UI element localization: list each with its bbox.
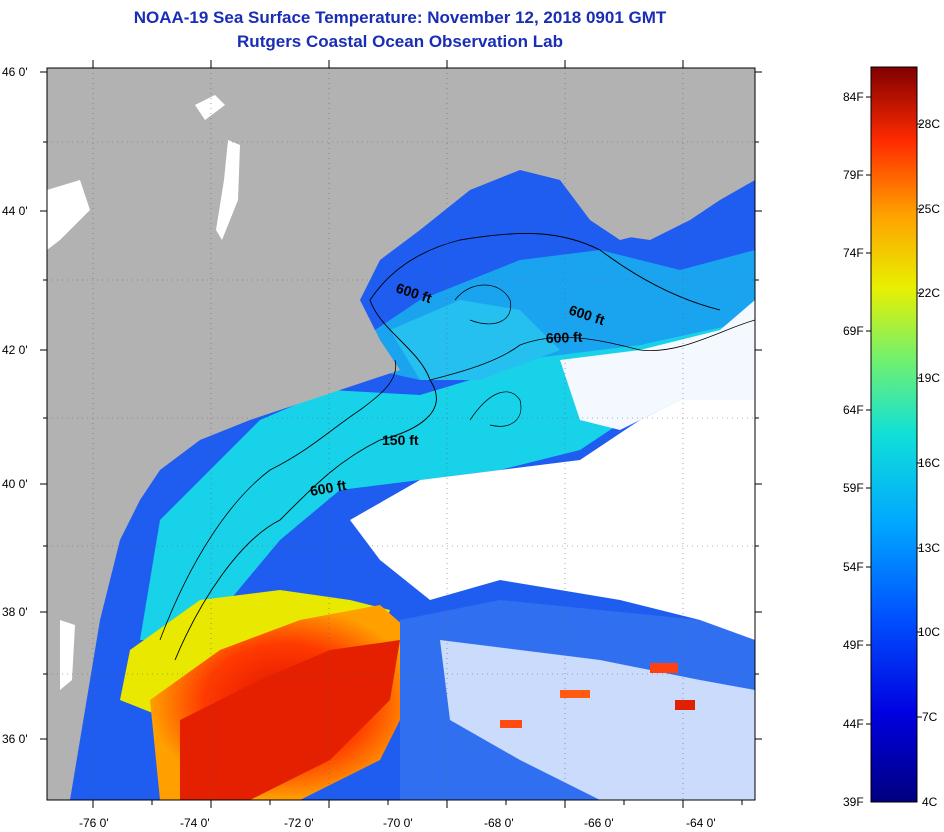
- lat-label-44: 44 0': [2, 204, 28, 218]
- map-title: NOAA-19 Sea Surface Temperature: Novembe…: [133, 8, 667, 27]
- lon-label-68: -68 0': [484, 816, 514, 830]
- colorbar-c-13: 13C: [918, 541, 940, 555]
- colorbar-f-64: 64F: [843, 403, 864, 417]
- map-field: [47, 68, 755, 800]
- colorbar-c-16: 16C: [918, 456, 940, 470]
- lon-label-76: -76 0': [79, 816, 109, 830]
- colorbar-c-19: 19C: [918, 371, 940, 385]
- contour-label-600ft-south: 600 ft: [309, 477, 348, 499]
- colorbar-f-59: 59F: [843, 481, 864, 495]
- lon-label-74: -74 0': [180, 816, 210, 830]
- colorbar-c-25: 25C: [918, 202, 940, 216]
- lat-label-42: 42 0': [2, 343, 28, 357]
- colorbar: [870, 66, 918, 803]
- colorbar-f-54: 54F: [843, 560, 864, 574]
- colorbar-f-79: 79F: [843, 168, 864, 182]
- lat-label-46: 46 0': [2, 65, 28, 79]
- lat-label-40: 40 0': [2, 477, 28, 491]
- colorbar-f-84: 84F: [843, 90, 864, 104]
- lon-label-72: -72 0': [284, 816, 314, 830]
- colorbar-c-7: 7C: [922, 710, 938, 724]
- colorbar-f-39: 39F: [843, 795, 864, 809]
- colorbar-f-69: 69F: [843, 324, 864, 338]
- lon-label-70: -70 0': [383, 816, 413, 830]
- colorbar-f-49: 49F: [843, 638, 864, 652]
- contour-label-150ft: 150 ft: [382, 432, 419, 448]
- colorbar-c-28: 28C: [918, 117, 940, 131]
- colorbar-c-4: 4C: [922, 795, 938, 809]
- lon-label-66: -66 0': [584, 816, 614, 830]
- map-subtitle: Rutgers Coastal Ocean Observation Lab: [237, 32, 563, 51]
- colorbar-f-74: 74F: [843, 246, 864, 260]
- lon-label-64: -64 0': [686, 816, 716, 830]
- contour-label-600ft-shelf: 600 ft: [546, 329, 583, 346]
- colorbar-ticks: [866, 96, 922, 725]
- map-frame: [46, 67, 756, 801]
- colorbar-c-10: 10C: [918, 625, 940, 639]
- colorbar-f-44: 44F: [843, 717, 864, 731]
- colorbar-c-22: 22C: [918, 286, 940, 300]
- lat-label-36: 36 0': [2, 732, 28, 746]
- lat-label-38: 38 0': [2, 605, 28, 619]
